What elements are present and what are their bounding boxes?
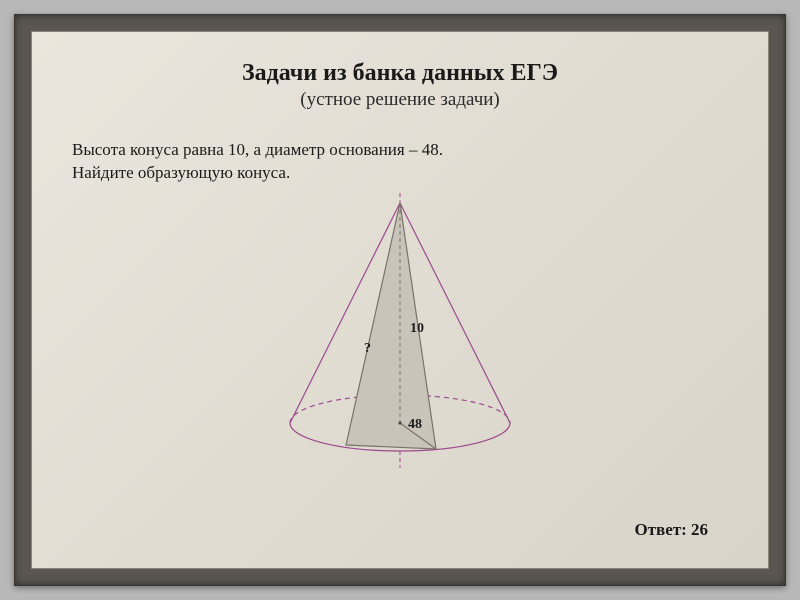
cone-diagram	[260, 193, 540, 473]
slide-subtitle: (устное решение задачи)	[72, 89, 728, 111]
height-label: 10	[410, 321, 424, 337]
slide-title: Задачи из банка данных ЕГЭ	[72, 60, 728, 87]
answer-text: Ответ: 26	[634, 520, 708, 540]
problem-line-2: Найдите образующую конуса.	[72, 162, 728, 185]
diameter-label: 48	[408, 417, 422, 433]
diagram-container: 10 ? 48	[72, 193, 728, 483]
unknown-label: ?	[364, 341, 371, 357]
problem-line-1: Высота конуса равна 10, а диаметр основа…	[72, 139, 728, 162]
problem-text: Высота конуса равна 10, а диаметр основа…	[72, 139, 728, 185]
slide-content: Задачи из банка данных ЕГЭ (устное решен…	[31, 31, 769, 569]
base-center-dot	[398, 421, 401, 424]
slide-frame: Задачи из банка данных ЕГЭ (устное решен…	[14, 14, 786, 586]
